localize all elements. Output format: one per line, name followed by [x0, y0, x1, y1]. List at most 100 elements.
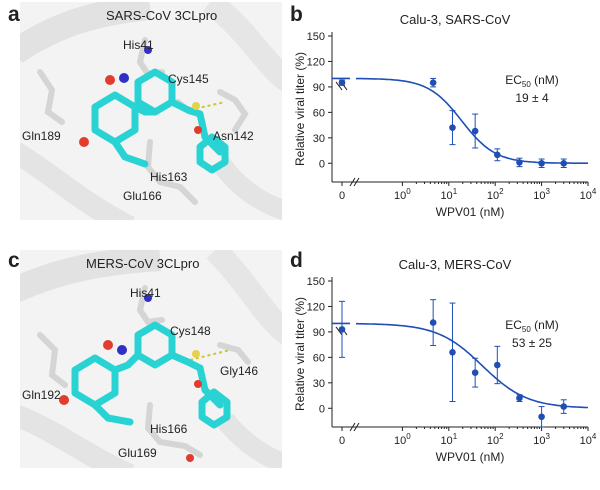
x-tick-label: 100: [394, 432, 411, 447]
x-tick-label: 100: [394, 187, 411, 202]
residue-label: His41: [123, 38, 154, 52]
structure-panel-a: SARS-CoV 3CLpro His41 Cys145 Gln189 Asn1…: [20, 2, 282, 220]
residue-label: His41: [130, 286, 161, 300]
residue-label: Gln192: [22, 388, 61, 402]
x-tick-label: 102: [487, 432, 504, 447]
x-tick-label: 102: [487, 187, 504, 202]
data-point: [471, 127, 479, 135]
residue-label: His166: [150, 422, 188, 436]
y-tick-label: 30: [313, 378, 325, 390]
y-tick-label: 150: [307, 276, 325, 288]
fit-curve: [356, 77, 588, 164]
x-tick-label: 104: [580, 432, 597, 447]
data-point: [560, 159, 568, 167]
x-tick-label: 101: [440, 432, 457, 447]
ribbon-strand: [20, 142, 135, 220]
chart-title: Calu-3, MERS-CoV: [399, 257, 512, 272]
ec50-value: 19 ± 4: [515, 91, 549, 105]
sulfur-atom: [192, 350, 200, 358]
panel-letter-b: b: [290, 3, 303, 26]
protein-title: SARS-CoV 3CLpro: [106, 8, 218, 23]
his-nitrogen: [144, 294, 152, 302]
data-point: [538, 159, 545, 167]
ribbon-helix: [20, 2, 152, 63]
nitro-oxygen: [103, 340, 113, 350]
hydrogen-bond: [189, 349, 231, 361]
data-point: [429, 319, 437, 326]
y-axis-label: Relative viral titer (%): [293, 297, 307, 411]
axis-break-marker: [349, 177, 360, 187]
x-tick-label: 0: [339, 435, 345, 447]
x-tick-label: 104: [580, 187, 597, 202]
x-tick-label: 103: [533, 432, 550, 447]
residue-label: Asn142: [213, 129, 254, 143]
y-tick-label: 150: [307, 31, 325, 43]
y-tick-label: 90: [313, 327, 325, 339]
ligand-wpv01: [71, 321, 231, 429]
carbonyl-oxygen: [79, 137, 89, 147]
y-tick-label: 120: [307, 301, 325, 313]
ligand-wpv01: [91, 68, 229, 174]
glu-oxygen: [186, 454, 194, 462]
residue-label: His163: [150, 170, 188, 184]
y-tick-label: 30: [313, 133, 325, 145]
y-axis-label: Relative viral titer (%): [293, 52, 307, 166]
data-point: [429, 79, 437, 86]
chart-d: Calu-3, MERS-CoV 0 30 60 90 120 150 Relative vi…: [290, 245, 600, 490]
ec50-label: EC50 (nM): [505, 73, 559, 89]
y-tick-label: 60: [313, 107, 325, 119]
data-point: [449, 348, 456, 356]
x-axis-label: WPV01 (nM): [436, 205, 505, 219]
data-point: [338, 326, 346, 333]
y-tick-label: 60: [313, 352, 325, 364]
ribbon-strand: [211, 156, 282, 220]
data-point: [449, 124, 456, 131]
residue-label: Cys148: [170, 324, 211, 338]
x-tick-label: 0: [339, 190, 345, 202]
chart-title: Calu-3, SARS-CoV: [400, 12, 511, 27]
data-point: [516, 394, 523, 402]
residue-label: Glu169: [118, 446, 157, 460]
carbonyl-oxygen: [59, 395, 69, 405]
protein-structure-image: [20, 2, 282, 220]
x-tick-label: 103: [533, 187, 550, 202]
ribbon-helix: [206, 250, 282, 345]
panel-letter-c: c: [8, 249, 20, 272]
amide-oxygen: [194, 126, 202, 134]
y-tick-label: 120: [307, 56, 325, 68]
residue-label: Gly146: [220, 364, 259, 378]
structure-panel-c: MERS-CoV 3CLpro His41 Cys148 Gln192 Gly1…: [20, 250, 282, 468]
ribbon-helix: [20, 250, 161, 302]
data-point: [560, 403, 568, 410]
y-tick-label: 0: [319, 158, 325, 170]
data-point: [494, 151, 501, 159]
ec50-label: EC50 (nM): [505, 318, 559, 334]
nitro-oxygen: [105, 75, 115, 85]
panel-letter-d: d: [290, 249, 303, 272]
y-tick-label: 0: [319, 403, 325, 415]
ribbon-strand: [217, 413, 282, 468]
sulfur-atom: [192, 102, 200, 110]
fit-curve: [356, 322, 588, 409]
residue-label: Cys145: [168, 72, 209, 86]
nitro-nitrogen: [117, 345, 127, 355]
his-nitrogen: [144, 46, 152, 54]
x-axis-label: WPV01 (nM): [436, 450, 505, 464]
data-point: [338, 79, 346, 86]
axis-break-marker: [349, 422, 360, 432]
data-point: [471, 369, 479, 376]
residue-label: Gln189: [22, 129, 61, 143]
nitro-nitrogen: [119, 73, 129, 83]
data-point: [538, 413, 545, 421]
ec50-value: 53 ± 25: [512, 336, 552, 350]
panel-letter-a: a: [8, 3, 20, 26]
x-tick-label: 101: [440, 187, 457, 202]
data-point: [516, 159, 523, 166]
amide-oxygen: [194, 380, 202, 388]
chart-b: Calu-3, SARS-CoV 0 30 60 90 120 150 Relative vi…: [290, 0, 600, 245]
ribbon-helix: [202, 2, 282, 92]
y-tick-label: 90: [313, 82, 325, 94]
protein-sticks: [37, 285, 251, 458]
